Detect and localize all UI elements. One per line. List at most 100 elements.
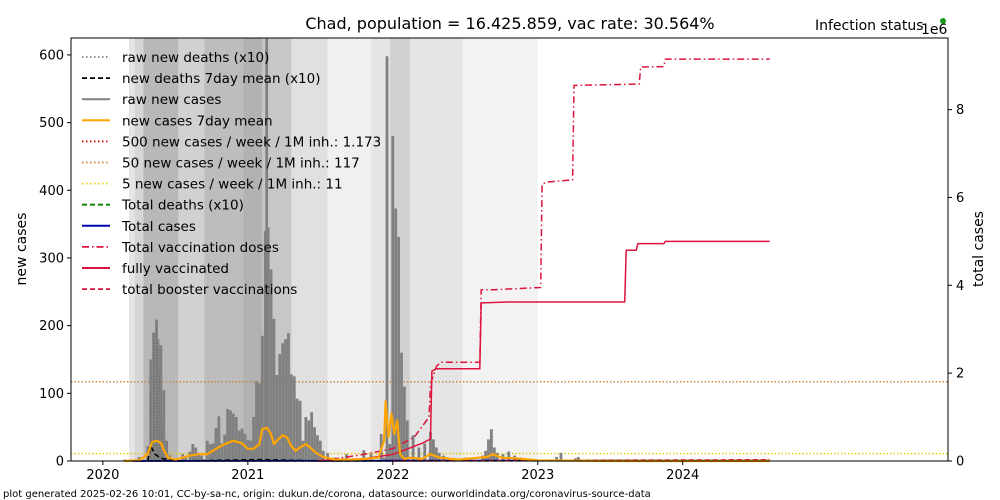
raw-new-cases-bar-22 <box>214 427 218 461</box>
raw-new-cases-bar-23 <box>217 416 221 461</box>
legend-label-5: 50 new cases / week / 1M inh.: 117 <box>122 156 360 172</box>
raw-new-cases-bar-29 <box>234 417 238 461</box>
raw-new-cases-bar-78 <box>417 447 421 461</box>
y-axis-left: 0 100 200 300 400 500 600 <box>39 48 71 470</box>
x-tick-label-0: 2020 <box>86 468 119 483</box>
new-cases-7day-mean-line <box>124 400 770 463</box>
legend-label-10: fully vaccinated <box>122 261 229 277</box>
raw-new-cases-bar-30 <box>237 430 241 461</box>
raw-new-cases-bar-72 <box>394 208 398 461</box>
status-band-5 <box>243 38 263 461</box>
raw-new-cases-bar-5 <box>155 319 158 461</box>
raw-new-cases-bar-37 <box>258 383 261 461</box>
raw-new-cases-bar-38 <box>260 335 264 461</box>
status-band-8 <box>327 38 372 461</box>
infection-status-label: Infection status <box>815 18 924 34</box>
raw-new-cases-bar-101 <box>576 456 580 461</box>
x-tick-label-3: 2023 <box>521 468 554 483</box>
legend-label-1: new deaths 7day mean (x10) <box>122 71 321 87</box>
status-band-12 <box>462 38 538 461</box>
raw-new-cases-bar-70 <box>388 444 392 461</box>
status-band-3 <box>178 38 205 461</box>
raw-new-cases-bar-54 <box>304 417 308 461</box>
raw-new-cases-bar-50 <box>292 376 296 461</box>
x-tick-label-4: 2024 <box>666 468 699 483</box>
raw-new-cases-bar-89 <box>487 439 490 461</box>
y2-axis-label: total cases <box>971 211 987 287</box>
raw-new-cases-bar-18 <box>200 455 203 461</box>
raw-new-cases-bar-90 <box>489 429 493 461</box>
raw-new-cases-bar-71 <box>391 136 395 462</box>
raw-new-cases-bar-58 <box>316 435 319 461</box>
legend-label-8: Total cases <box>121 219 196 235</box>
raw-new-cases-bar-7 <box>159 345 163 461</box>
y-tick-label-1: 100 <box>39 387 64 402</box>
raw-new-cases-bar-3 <box>149 359 153 461</box>
raw-new-cases-bar-49 <box>289 374 293 461</box>
legend-label-4: 500 new cases / week / 1M inh.: 1.173 <box>122 134 381 150</box>
raw-new-cases-bar-6 <box>156 339 160 461</box>
legend-label-7: Total deaths (x10) <box>121 198 244 214</box>
y2-tick-label-2: 4 <box>956 279 964 294</box>
chart-title: Chad, population = 16.425.859, vac rate:… <box>305 14 714 33</box>
raw-new-cases-bar-59 <box>318 440 322 461</box>
total-vaccination-doses-line <box>317 58 770 462</box>
raw-new-cases-bar-55 <box>307 420 311 461</box>
y-tick-label-6: 600 <box>39 48 64 63</box>
raw-new-cases-bar-57 <box>313 427 316 461</box>
y2-tick-label-3: 6 <box>956 191 964 206</box>
raw-new-cases-bar-47 <box>284 339 287 461</box>
plot-frame <box>70 37 949 462</box>
raw-new-cases-bar-75 <box>403 386 406 461</box>
raw-new-cases-bar-15 <box>191 444 195 461</box>
raw-new-cases-bar-33 <box>246 440 250 461</box>
raw-new-cases-bar-69 <box>385 56 389 462</box>
x-tick-label-2: 2022 <box>376 468 409 483</box>
raw-new-cases-bar-39 <box>263 230 267 461</box>
legend-label-2: raw new cases <box>122 92 221 108</box>
y2-exponent: 1e6 <box>921 22 948 38</box>
raw-new-cases-bar-74 <box>400 352 403 461</box>
raw-new-cases-bar-52 <box>298 400 302 461</box>
y2-tick-label-4: 8 <box>956 103 964 118</box>
status-band-9 <box>371 38 390 461</box>
raw-new-cases-bar-68 <box>382 457 386 461</box>
raw-new-cases-bar-51 <box>295 398 299 461</box>
x-tick-label-1: 2021 <box>231 468 264 483</box>
raw-new-cases-bar-19 <box>205 440 209 461</box>
raw-new-cases-bar-28 <box>231 413 235 461</box>
legend-label-9: Total vaccination doses <box>121 240 279 256</box>
x-axis: 2020 2021 2022 2023 2024 <box>86 461 699 483</box>
raw-new-cases-bar-88 <box>484 450 487 461</box>
raw-new-cases-bar-21 <box>211 443 215 461</box>
y-tick-label-5: 500 <box>39 116 64 131</box>
y-tick-label-4: 400 <box>39 184 64 199</box>
footer-note: plot generated 2025-02-26 10:01, CC-by-s… <box>3 489 651 500</box>
legend-label-6: 5 new cases / week / 1M inh.: 11 <box>122 177 343 193</box>
new-deaths-7day-mean-line <box>147 445 393 462</box>
y-tick-label-0: 0 <box>56 455 64 470</box>
status-band-0 <box>128 38 135 461</box>
infection-status-dot <box>940 18 946 24</box>
raw-new-cases-bar-24 <box>220 443 224 461</box>
raw-new-cases-bar-13 <box>184 457 187 461</box>
status-band-11 <box>410 38 463 461</box>
y-tick-label-2: 200 <box>39 319 64 334</box>
raw-new-cases-bar-42 <box>269 269 273 461</box>
raw-new-cases-bar-8 <box>162 389 166 461</box>
status-band-4 <box>204 38 244 461</box>
raw-new-cases-bar-44 <box>275 375 279 461</box>
legend-label-11: total booster vaccinations <box>122 282 297 298</box>
raw-new-cases-bar-27 <box>229 410 232 461</box>
raw-new-cases-bar-25 <box>223 434 227 461</box>
raw-new-cases-bar-53 <box>301 440 305 461</box>
y-axis-label: new cases <box>14 213 30 286</box>
raw-new-cases-bar-65 <box>362 450 366 461</box>
status-band-7 <box>291 38 328 461</box>
raw-new-cases-bar-56 <box>310 412 314 461</box>
raw-new-cases-bar-48 <box>287 333 290 461</box>
raw-new-cases-bar-26 <box>226 408 229 461</box>
raw-new-cases-bar-36 <box>255 381 258 461</box>
legend: raw new deaths (x10) new deaths 7day mean… <box>82 50 381 298</box>
